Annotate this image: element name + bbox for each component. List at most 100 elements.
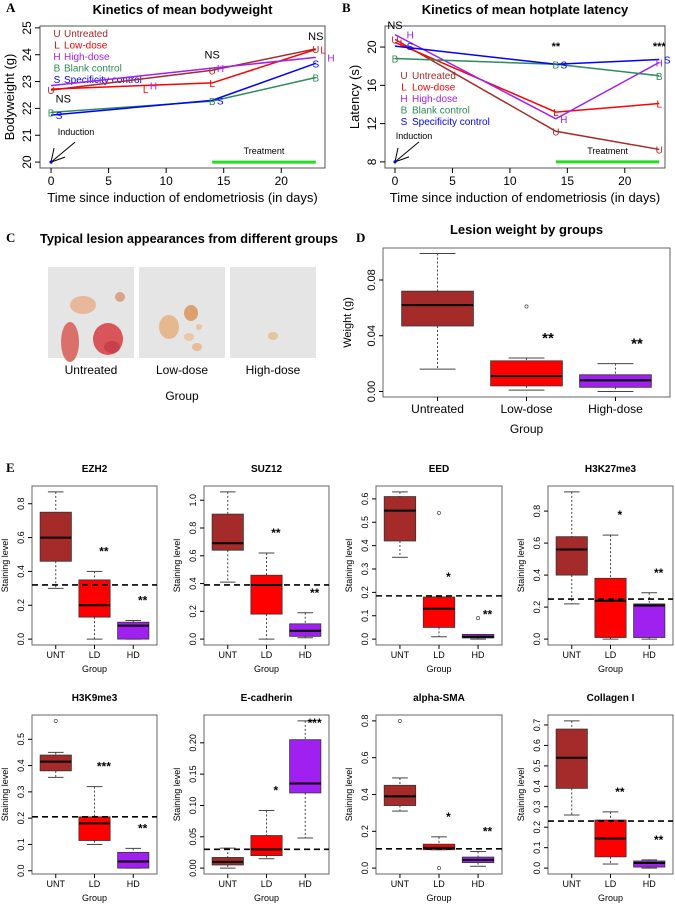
y-tick-label: 0.2 xyxy=(16,599,26,612)
significance-marker: ** xyxy=(654,566,664,580)
significance-marker: * xyxy=(446,810,451,824)
y-tick-label: 0.5 xyxy=(532,760,542,773)
significance-marker: ** xyxy=(615,785,625,799)
data-point-marker: H xyxy=(327,53,334,64)
box-unt xyxy=(383,496,417,542)
panel-label-d: D xyxy=(356,230,366,245)
y-tick-label: 1.0 xyxy=(188,494,198,507)
data-point-marker: L xyxy=(143,85,149,96)
y-tick-label: 0.8 xyxy=(532,505,542,518)
series-line-specificity-control xyxy=(50,62,317,116)
plot-frame xyxy=(39,25,326,169)
y-tick-label: 12 xyxy=(365,117,379,131)
legend-label: Blank control xyxy=(412,106,470,117)
x-tick-label: 5 xyxy=(449,174,456,188)
treatment-label: Treatment xyxy=(244,146,285,156)
y-tick-label: 0.0 xyxy=(16,864,26,877)
significance-marker: ** xyxy=(654,833,664,847)
x-tick-label: HD xyxy=(299,650,312,660)
x-axis-label: Group xyxy=(426,893,451,903)
y-tick-label: 25 xyxy=(20,21,34,35)
x-tick-label: LD xyxy=(605,879,617,889)
series-line-high-dose xyxy=(394,33,660,120)
y-axis-label: Staining level xyxy=(344,768,354,822)
y-tick-label: 0.5 xyxy=(360,516,370,529)
box-untreated xyxy=(401,290,474,327)
legend-label: Low-dose xyxy=(412,83,456,94)
series-line-untreated xyxy=(50,48,316,91)
y-tick-label: 0.00 xyxy=(366,381,378,402)
panel-c-title: Typical lesion appearances from differen… xyxy=(40,231,338,246)
legend-marker: B xyxy=(54,64,61,75)
data-point-marker: H xyxy=(656,58,663,69)
data-point-marker: U xyxy=(552,127,559,138)
y-axis-label: Staining level xyxy=(0,539,10,593)
induction-arrow xyxy=(394,141,420,163)
x-tick-label: 0 xyxy=(48,174,55,188)
legend-marker: S xyxy=(401,117,408,128)
y-tick-label: 0.2 xyxy=(16,812,26,825)
legend-marker: U xyxy=(53,29,60,40)
box-unt xyxy=(555,536,588,576)
legend-marker: H xyxy=(53,52,60,63)
y-tick-label: 0.8 xyxy=(16,497,26,510)
data-point-marker: H xyxy=(407,31,414,42)
lesion-tissue xyxy=(184,333,194,341)
data-point-marker: B xyxy=(312,74,319,85)
series-line-blank-control xyxy=(50,76,316,114)
significance-annotation: NS xyxy=(205,50,220,62)
lesion-photo-low-dose xyxy=(139,267,225,358)
legend-marker: B xyxy=(401,106,408,117)
significance-marker: * xyxy=(274,784,279,798)
significance-marker: *** xyxy=(97,760,111,774)
y-tick-label: 0.0 xyxy=(16,633,26,646)
induction-label: Induction xyxy=(58,127,95,137)
y-axis-label: Staining level xyxy=(0,768,10,822)
x-axis-label: Group xyxy=(426,664,451,674)
box-hd xyxy=(633,860,666,868)
induction-arrowhead xyxy=(50,147,55,163)
chart-title: SUZ12 xyxy=(251,464,283,475)
legend-marker: H xyxy=(400,94,407,105)
significance-marker: ** xyxy=(271,526,281,540)
x-tick-label: Low-dose xyxy=(500,402,552,416)
chart-title: alpha-SMA xyxy=(413,693,465,704)
x-tick-label: HD xyxy=(299,879,312,889)
significance-marker: ** xyxy=(631,336,643,353)
x-axis-label: Group xyxy=(82,893,107,903)
y-axis-label: Staining level xyxy=(344,539,354,593)
y-tick-label: 8 xyxy=(365,158,379,165)
legend-label: Blank control xyxy=(64,64,122,75)
x-tick-label: HD xyxy=(127,650,140,660)
x-tick-label: 15 xyxy=(561,174,575,188)
data-point-marker: U xyxy=(47,86,54,97)
x-axis-label: Time since induction of endometriosis (i… xyxy=(47,190,317,205)
data-point-marker: S xyxy=(561,60,568,71)
significance-marker: ** xyxy=(483,608,493,622)
significance-annotation: NS xyxy=(387,20,402,32)
chart-title: Collagen I xyxy=(587,693,635,704)
y-tick-label: 0.2 xyxy=(188,605,198,618)
box-ld xyxy=(250,835,283,856)
data-point-marker: B xyxy=(656,72,663,83)
chart-title: EED xyxy=(429,464,450,475)
x-tick-label: UNT xyxy=(391,879,410,889)
box-hd xyxy=(289,739,322,794)
y-axis-label: Bodyweight (g) xyxy=(2,54,17,141)
y-tick-label: 0.10 xyxy=(188,797,198,815)
chart-title: Lesion weight by groups xyxy=(450,222,603,237)
data-point-marker: L xyxy=(320,45,326,56)
series-line-high-dose xyxy=(50,56,316,87)
x-tick-label: LD xyxy=(605,650,617,660)
y-tick-label: 0.7 xyxy=(532,719,542,732)
x-tick-label: Untreated xyxy=(411,402,464,416)
y-tick-label: 0.3 xyxy=(16,786,26,799)
x-tick-label: LD xyxy=(89,879,101,889)
y-axis-label: Weight (g) xyxy=(342,297,354,348)
legend-marker: L xyxy=(54,41,60,52)
data-point-marker: U xyxy=(656,145,663,156)
y-tick-label: 0.4 xyxy=(532,569,542,582)
induction-point xyxy=(393,160,397,164)
lesion-tissue xyxy=(159,315,179,339)
